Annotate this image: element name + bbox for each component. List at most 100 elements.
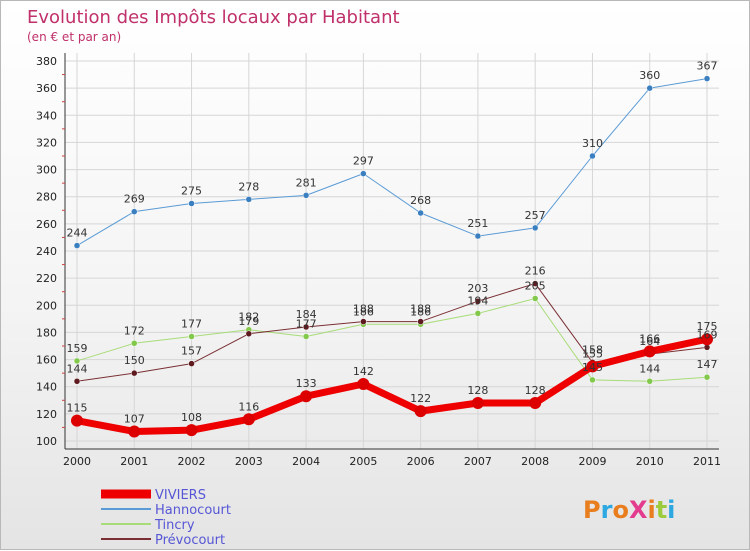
data-label: 179 (238, 315, 259, 328)
legend-label-hannocourt: Hannocourt (155, 503, 231, 518)
data-point (242, 413, 255, 426)
proxiti-logo: ProXiti (583, 496, 675, 524)
y-tick-label: 140 (36, 381, 57, 394)
data-label: 186 (410, 305, 431, 318)
series-lines (71, 75, 713, 438)
data-point (701, 333, 713, 346)
data-label: 367 (697, 60, 718, 73)
legend-label-viviers: VIVIERS (155, 488, 206, 503)
y-tick-label: 340 (36, 109, 57, 122)
data-label: 159 (67, 342, 88, 355)
data-label: 166 (639, 332, 660, 345)
data-point (245, 330, 253, 338)
data-label: 194 (467, 294, 488, 307)
data-point (360, 318, 367, 325)
y-tick-label: 260 (36, 218, 57, 231)
data-label: 275 (181, 185, 202, 198)
data-point (360, 170, 367, 177)
data-point (185, 424, 198, 437)
data-point (646, 378, 653, 385)
data-label: 172 (124, 324, 145, 337)
data-label: 155 (582, 347, 603, 360)
y-tick-label: 120 (36, 408, 57, 421)
x-tick-label: 2008 (521, 455, 549, 468)
data-point (188, 200, 195, 207)
data-label: 157 (181, 345, 202, 358)
data-label: 144 (639, 362, 660, 375)
y-tick-label: 240 (36, 245, 57, 258)
chart-subtitle: (en € et par an) (27, 30, 121, 44)
data-point (589, 152, 596, 160)
data-label: 144 (67, 362, 88, 375)
data-point (586, 360, 599, 373)
data-label: 251 (467, 217, 488, 230)
data-point (128, 425, 141, 438)
logo-letter: t (656, 496, 667, 524)
data-label: 133 (296, 377, 317, 390)
series-line-tincry (76, 298, 708, 382)
y-tick-label: 320 (36, 136, 57, 149)
x-axis-ticks: 2000 2001 2002 2003 2004 2005 2006 2007 2008 2009… (63, 455, 721, 468)
data-point (643, 345, 656, 358)
data-label: 150 (124, 354, 145, 367)
data-point (529, 397, 542, 409)
data-point (131, 340, 138, 347)
data-point (131, 369, 138, 377)
data-point (531, 224, 539, 232)
x-tick-label: 2011 (693, 455, 721, 468)
data-label: 142 (353, 365, 374, 378)
data-point (302, 333, 310, 340)
data-point (188, 360, 195, 367)
data-point (474, 297, 482, 305)
data-label: 281 (296, 176, 317, 189)
data-point (302, 323, 310, 331)
x-tick-label: 2003 (235, 455, 263, 468)
x-tick-label: 2009 (578, 455, 606, 468)
data-label: 269 (124, 193, 145, 206)
data-label: 145 (582, 361, 603, 374)
y-tick-label: 100 (36, 435, 57, 448)
data-label: 244 (67, 227, 88, 240)
data-point (302, 192, 310, 199)
logo-letter: X (629, 496, 648, 524)
y-tick-label: 180 (36, 326, 57, 339)
data-point (703, 373, 711, 381)
data-label: 169 (697, 328, 718, 341)
grid (62, 53, 719, 450)
data-point (531, 280, 539, 287)
x-tick-label: 2005 (349, 455, 377, 468)
logo-text: ProXiti (583, 496, 675, 524)
data-label: 182 (238, 311, 259, 324)
data-label: 203 (467, 282, 488, 295)
logo-letter: i (667, 496, 675, 524)
data-label: 116 (238, 400, 259, 413)
data-point (531, 295, 539, 302)
data-label: 268 (410, 194, 431, 207)
y-axis-ticks: 100 120 140 160 180 200 220 240 260 280 300 320 340 3… (36, 55, 57, 448)
data-point (703, 75, 711, 82)
data-label: 216 (525, 265, 546, 278)
y-tick-label: 300 (36, 164, 57, 177)
data-point (300, 390, 313, 403)
data-point (73, 378, 81, 385)
data-point (474, 310, 482, 317)
data-label: 177 (296, 318, 317, 331)
data-point (357, 378, 370, 390)
legend-label-prévocourt: Prévocourt (155, 533, 225, 548)
x-tick-label: 2006 (407, 455, 435, 468)
data-point (589, 376, 596, 384)
y-tick-label: 280 (36, 191, 57, 204)
data-label: 297 (353, 155, 374, 168)
data-label: 257 (525, 209, 546, 222)
x-tick-label: 2007 (464, 455, 492, 468)
data-point (245, 196, 253, 203)
x-tick-label: 2001 (120, 455, 148, 468)
data-point (73, 242, 81, 249)
data-label: 107 (124, 413, 145, 426)
logo-letter: i (647, 496, 655, 524)
x-tick-label: 2004 (292, 455, 320, 468)
logo-letter: r (601, 496, 613, 524)
data-point (188, 333, 195, 340)
